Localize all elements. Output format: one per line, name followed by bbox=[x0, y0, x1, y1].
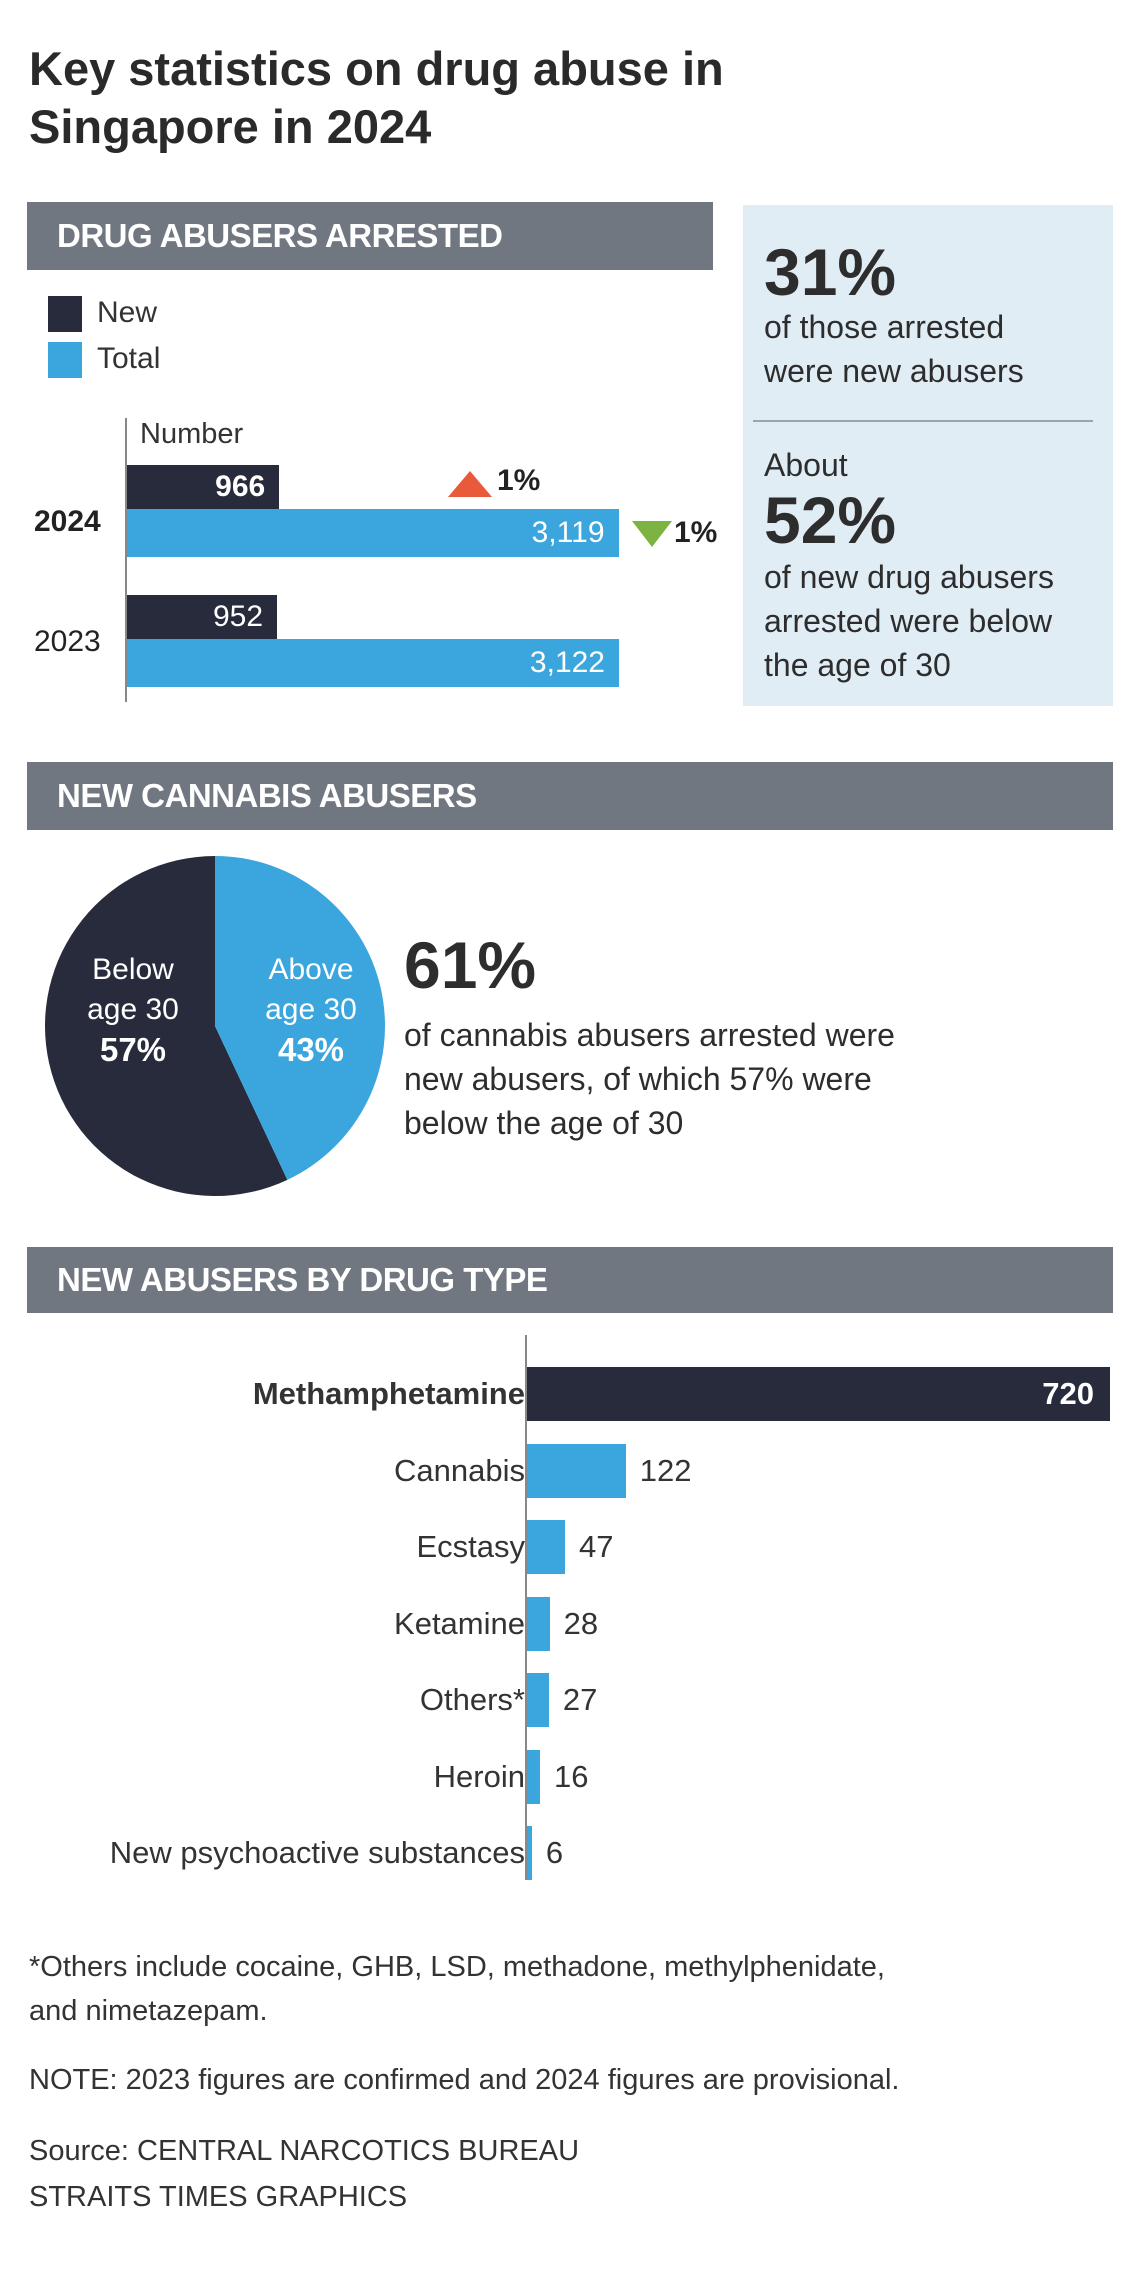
axis-line bbox=[125, 418, 127, 702]
change-new: 1% bbox=[497, 464, 541, 497]
axis-label: Number bbox=[140, 418, 244, 450]
legend-swatch-total bbox=[48, 342, 82, 378]
drug-bar bbox=[527, 1749, 540, 1804]
cannabis-text-3: below the age of 30 bbox=[404, 1105, 684, 1141]
drug-bar bbox=[527, 1826, 532, 1880]
pie-label-below-l1: Below bbox=[92, 953, 174, 986]
stat-52-prefix: About bbox=[764, 447, 848, 483]
change-total: 1% bbox=[674, 516, 718, 549]
pie-slice-below-30 bbox=[45, 856, 288, 1196]
drug-axis-line bbox=[525, 1335, 527, 1880]
pie-label-above-l1: Above bbox=[268, 953, 354, 986]
cannabis-text-2: new abusers, of which 57% were bbox=[404, 1061, 872, 1097]
stat-52-line1: of new drug abusers bbox=[764, 559, 1054, 595]
drug-label: Others* bbox=[419, 1682, 525, 1717]
drug-label: Heroin bbox=[433, 1758, 525, 1794]
section-header-arrested: DRUG ABUSERS ARRESTED bbox=[27, 202, 713, 270]
pie-label-above-l2: age 30 bbox=[265, 993, 357, 1026]
drug-value: 122 bbox=[639, 1452, 692, 1488]
stat-31-line1: of those arrested bbox=[764, 309, 1005, 345]
down-triangle-icon bbox=[632, 521, 672, 547]
legend-label-new: New bbox=[97, 296, 158, 329]
stats-box: 31% of those arrested were new abusers A… bbox=[743, 205, 1113, 706]
legend-label-total: Total bbox=[97, 342, 161, 375]
category-2024: 2024 bbox=[34, 505, 101, 538]
drug-bar bbox=[527, 1443, 626, 1498]
drug-bar bbox=[527, 1367, 1110, 1421]
section-header-drug-type: NEW ABUSERS BY DRUG TYPE bbox=[27, 1247, 1113, 1313]
category-2023: 2023 bbox=[34, 625, 101, 658]
drug-label: Methamphetamine bbox=[252, 1376, 525, 1411]
cannabis-text-1: of cannabis abusers arrested were bbox=[404, 1017, 895, 1053]
pie-label-below-pct: 57% bbox=[99, 1031, 167, 1068]
drug-value: 6 bbox=[545, 1835, 564, 1870]
drug-value: 720 bbox=[1042, 1376, 1094, 1411]
stat-31: 31% bbox=[764, 235, 897, 309]
section-header-cannabis: NEW CANNABIS ABUSERS bbox=[27, 762, 1113, 830]
drug-value: 47 bbox=[579, 1529, 614, 1564]
bar-new-2023: 952 bbox=[127, 595, 278, 639]
pie-label-above-pct: 43% bbox=[277, 1031, 345, 1068]
footnote-1: *Others include cocaine, GHB, LSD, metha… bbox=[29, 1951, 885, 1983]
footnote-2: and nimetazepam. bbox=[29, 1995, 268, 2027]
divider bbox=[753, 420, 1093, 422]
drug-bar bbox=[527, 1596, 550, 1651]
drug-label: New psychoactive substances bbox=[109, 1835, 525, 1870]
stat-52-line2: arrested were below bbox=[764, 603, 1053, 639]
credit: STRAITS TIMES GRAPHICS bbox=[29, 2181, 408, 2213]
drug-value: 27 bbox=[562, 1682, 598, 1717]
bar-total-2024: 3,119 bbox=[127, 509, 619, 557]
note: NOTE: 2023 figures are confirmed and 202… bbox=[29, 2064, 900, 2096]
bar-total-2023: 3,122 bbox=[127, 639, 619, 687]
drug-bar bbox=[527, 1520, 566, 1574]
legend-swatch-new bbox=[48, 296, 82, 332]
drug-bar bbox=[527, 1673, 549, 1727]
drug-label: Ecstasy bbox=[416, 1529, 525, 1564]
stat-61: 61% bbox=[404, 928, 537, 1002]
bar-new-2024: 966 bbox=[127, 465, 280, 509]
up-triangle-icon bbox=[448, 471, 492, 497]
drug-value: 16 bbox=[553, 1758, 589, 1794]
drug-value: 28 bbox=[563, 1605, 599, 1641]
pie-label-above: Above age 30 43% bbox=[236, 950, 386, 1070]
page-title: Key statistics on drug abuse in Singapor… bbox=[29, 42, 724, 153]
pie-slice-above-30 bbox=[215, 856, 386, 1180]
drug-label: Cannabis bbox=[394, 1452, 525, 1488]
pie-label-below-l2: age 30 bbox=[87, 993, 179, 1026]
stat-31-line2: were new abusers bbox=[764, 353, 1024, 389]
pie-chart bbox=[45, 856, 386, 1196]
stat-52-line3: the age of 30 bbox=[764, 647, 951, 683]
pie-label-below: Below age 30 57% bbox=[58, 950, 208, 1070]
source: Source: CENTRAL NARCOTICS BUREAU bbox=[29, 2135, 580, 2167]
drug-label: Ketamine bbox=[394, 1605, 525, 1641]
stat-52: 52% bbox=[764, 483, 897, 557]
